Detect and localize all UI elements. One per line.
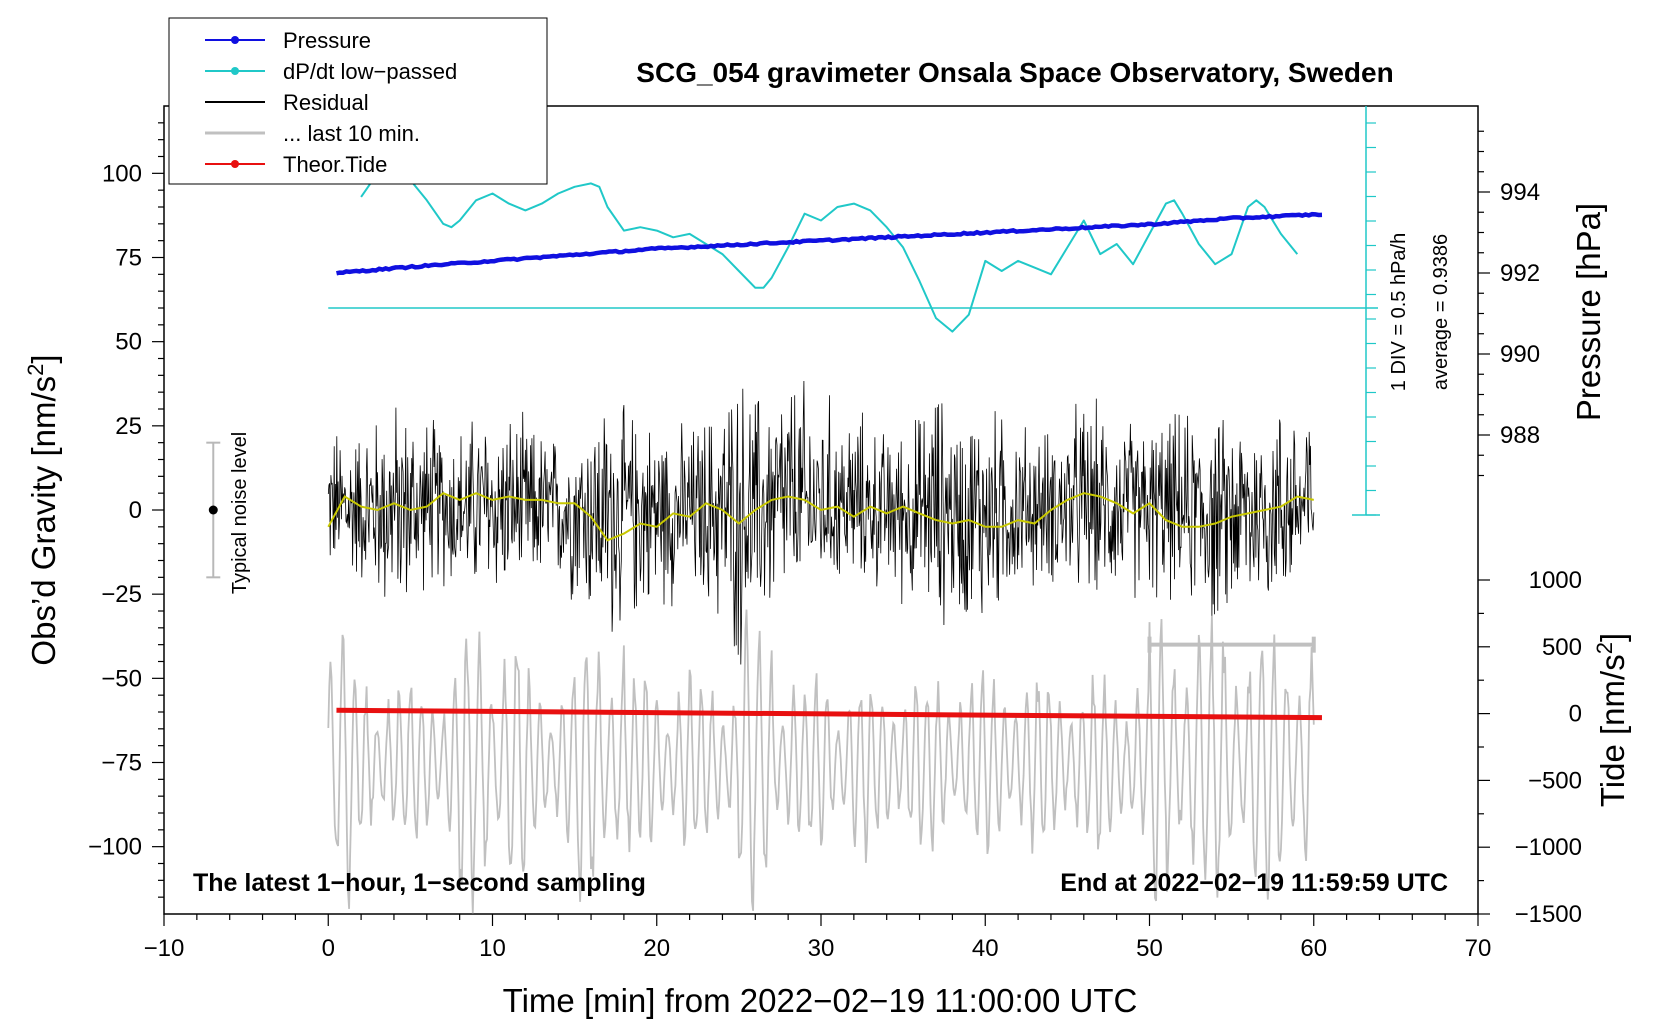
y-axis-left-title-sup: 2 bbox=[23, 364, 48, 376]
residual-series bbox=[327, 380, 1315, 665]
pressure-series bbox=[336, 211, 1323, 276]
y-left-tick-label: 0 bbox=[129, 497, 142, 524]
y-axis-tide-title-end: ] bbox=[1594, 633, 1631, 642]
y-axis-tide-title-sup: 2 bbox=[1592, 642, 1617, 654]
y-axis-tide-title-main: Tide [nm/s bbox=[1594, 654, 1631, 807]
noise-level-label: Typical noise level bbox=[229, 432, 251, 594]
y-pressure-tick-label: 992 bbox=[1500, 260, 1540, 287]
x-tick-label: −10 bbox=[144, 935, 185, 962]
dpdt-series bbox=[328, 169, 1378, 333]
noise-bar-center-dot bbox=[208, 505, 218, 515]
div-scale-label: 1 DIV = 0.5 hPa/h bbox=[1388, 233, 1410, 391]
y-left-tick-label: −75 bbox=[101, 750, 142, 777]
y-tide-tick-label: −500 bbox=[1528, 767, 1582, 794]
legend-label: Pressure bbox=[283, 28, 371, 53]
legend-label: ... last 10 min. bbox=[283, 121, 420, 146]
tide-line bbox=[336, 707, 1322, 721]
y-pressure-tick-label: 990 bbox=[1500, 341, 1540, 368]
y-tide-tick-label: 500 bbox=[1542, 634, 1582, 661]
y-axis-left-title-end: ] bbox=[25, 354, 62, 363]
x-tick-label: 10 bbox=[479, 935, 506, 962]
last10-range-bar bbox=[1147, 636, 1316, 653]
smoothed-residual-line bbox=[327, 492, 1315, 542]
y-left-tick-label: 75 bbox=[115, 245, 142, 272]
y-axis-pressure-title: Pressure [hPa] bbox=[1570, 203, 1607, 421]
y-left-tick-label: −25 bbox=[101, 581, 142, 608]
y-axis-tide-title: Tide [nm/s2] bbox=[1592, 633, 1631, 807]
legend-marker bbox=[231, 160, 239, 168]
y-tide-tick-label: 0 bbox=[1569, 701, 1582, 728]
y-left-tick-label: 25 bbox=[115, 413, 142, 440]
chart-title: SCG_054 gravimeter Onsala Space Observat… bbox=[636, 57, 1393, 88]
y-pressure-tick-label: 994 bbox=[1500, 179, 1540, 206]
legend-label: Theor.Tide bbox=[283, 152, 387, 177]
x-tick-label: 30 bbox=[808, 935, 835, 962]
y-tide-tick-label: −1000 bbox=[1515, 834, 1582, 861]
y-tide-tick-label: 1000 bbox=[1529, 567, 1582, 594]
y-axis-left: 100 75 50 25 0 −25 −50 −75 −100 bbox=[88, 122, 164, 898]
x-tick-label: 20 bbox=[643, 935, 670, 962]
y-axis-pressure: 994 992 990 988 bbox=[1478, 130, 1540, 477]
pressure-line bbox=[336, 211, 1323, 276]
x-tick-label: 60 bbox=[1300, 935, 1327, 962]
y-left-tick-label: −50 bbox=[101, 665, 142, 692]
noise-level-bar bbox=[206, 441, 221, 579]
x-axis: −10 0 10 20 30 40 50 60 70 bbox=[144, 914, 1492, 962]
y-axis-tide: 1000 500 0 −500 −1000 −1500 bbox=[1478, 567, 1582, 928]
end-time-annotation: End at 2022−02−19 11:59:59 UTC bbox=[1060, 869, 1448, 897]
sampling-annotation: The latest 1−hour, 1−second sampling bbox=[193, 869, 646, 897]
x-tick-label: 50 bbox=[1136, 935, 1163, 962]
legend: Pressure dP/dt low−passed Residual ... last… bbox=[168, 17, 548, 185]
dpdt-line bbox=[360, 169, 1299, 333]
tide-series bbox=[336, 707, 1322, 721]
y-left-tick-label: −100 bbox=[88, 834, 142, 861]
last10-line bbox=[327, 609, 1315, 914]
y-axis-left-title-main: Obs’d Gravity [nm/s bbox=[25, 376, 62, 666]
x-tick-label: 40 bbox=[972, 935, 999, 962]
smoothed-residual-series bbox=[327, 492, 1315, 542]
y-tide-tick-label: −1500 bbox=[1515, 901, 1582, 928]
y-axis-left-title: Obs’d Gravity [nm/s2] bbox=[23, 354, 62, 665]
y-left-tick-label: 50 bbox=[115, 329, 142, 356]
residual-line bbox=[327, 380, 1315, 665]
x-tick-label: 0 bbox=[322, 935, 335, 962]
x-axis-title: Time [min] from 2022−02−19 11:00:00 UTC bbox=[503, 982, 1138, 1019]
average-label: average = 0.9386 bbox=[1430, 234, 1452, 390]
legend-marker bbox=[231, 67, 239, 75]
dpdt-scale-bar bbox=[1352, 106, 1380, 516]
legend-label: dP/dt low−passed bbox=[283, 59, 457, 84]
legend-label: Residual bbox=[283, 90, 369, 115]
y-left-tick-label: 100 bbox=[102, 160, 142, 187]
legend-marker bbox=[231, 36, 239, 44]
x-tick-label: 70 bbox=[1465, 935, 1492, 962]
y-pressure-tick-label: 988 bbox=[1500, 422, 1540, 449]
last10-series bbox=[327, 609, 1315, 914]
